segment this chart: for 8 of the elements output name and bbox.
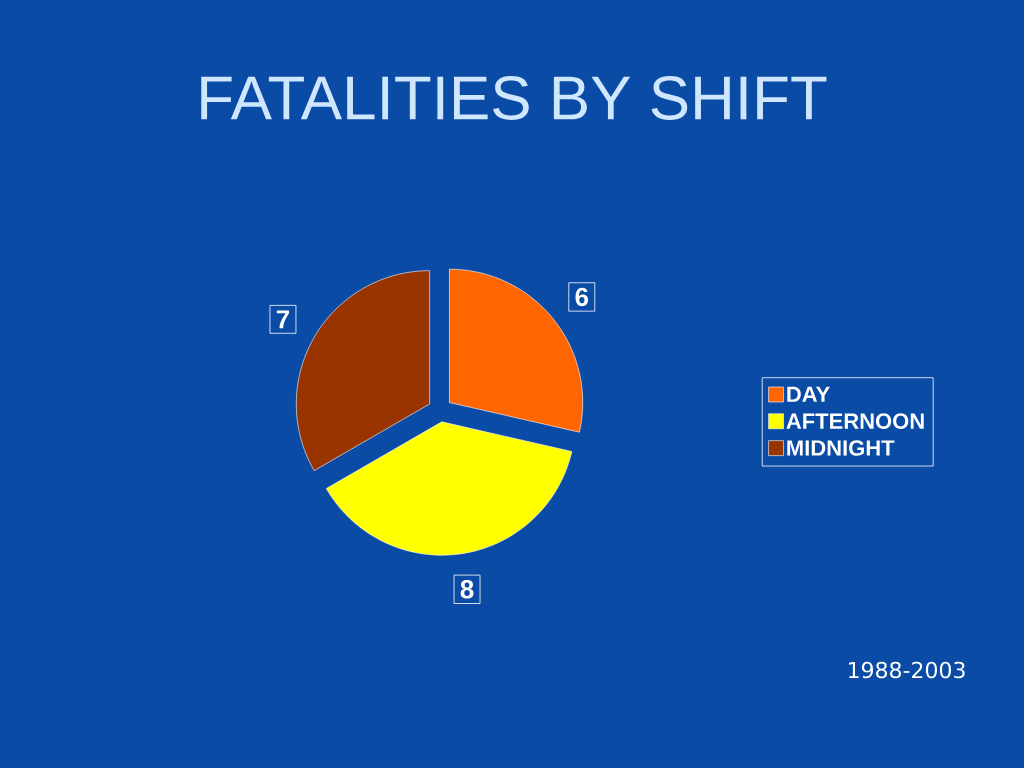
legend-label: AFTERNOON [786,413,924,429]
data-label: 8 [460,580,474,599]
data-label: 6 [575,287,589,307]
chart-title: FATALITIES BY SHIFT [201,76,827,120]
data-label: 7 [276,310,290,329]
legend-label: MIDNIGHT [787,440,895,456]
text: 1988-2003 [848,661,965,679]
legend-label: DAY [787,386,830,402]
